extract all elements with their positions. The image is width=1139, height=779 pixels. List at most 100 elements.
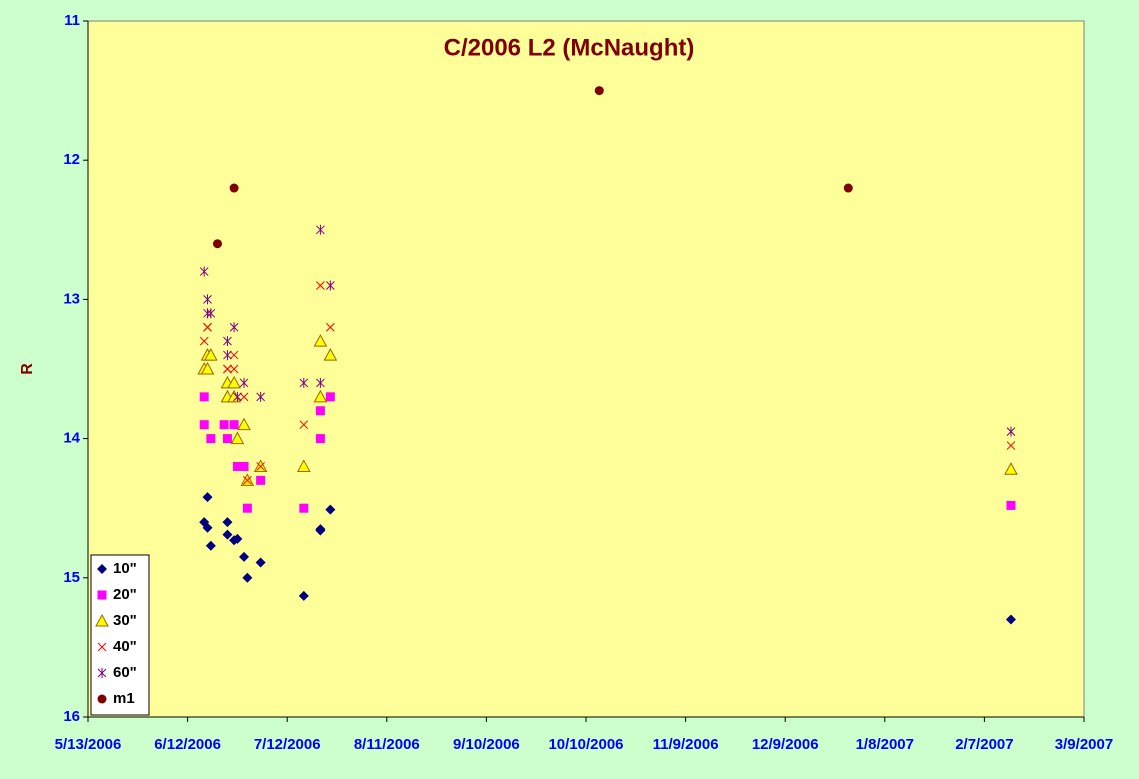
marker [243, 476, 252, 485]
y-tick-label: 13 [63, 290, 80, 307]
marker [325, 392, 335, 402]
marker [199, 266, 209, 277]
marker [219, 420, 229, 430]
marker [200, 361, 215, 375]
marker [326, 322, 335, 332]
legend-box [90, 554, 150, 716]
marker [843, 183, 853, 193]
legend-marker [97, 564, 107, 574]
marker [223, 336, 232, 347]
x-tick-label: 5/13/2006 [55, 736, 122, 753]
legend-marker [97, 694, 107, 704]
marker [229, 322, 239, 333]
legend-marker [97, 590, 107, 600]
marker [326, 280, 335, 291]
legend-marker [97, 642, 107, 652]
marker [237, 417, 251, 431]
marker [316, 224, 325, 235]
marker [229, 364, 239, 374]
x-tick-label: 11/9/2006 [653, 736, 719, 753]
marker [298, 590, 309, 601]
marker [229, 350, 239, 360]
marker [205, 540, 216, 551]
legend-label: 20" [113, 586, 137, 603]
x-tick-label: 10/10/2006 [548, 736, 623, 753]
legend-marker [95, 613, 109, 627]
plot-area [87, 20, 1085, 718]
marker [313, 389, 328, 403]
marker [239, 377, 249, 388]
marker [316, 281, 325, 290]
y-tick-label: 11 [64, 12, 80, 29]
marker [222, 434, 232, 444]
marker [1004, 462, 1018, 475]
marker [315, 406, 325, 416]
marker [206, 434, 216, 444]
marker [230, 431, 245, 445]
x-tick-label: 3/9/2007 [1055, 736, 1113, 753]
marker [232, 533, 243, 544]
legend-label: m1 [113, 690, 135, 707]
marker [256, 475, 266, 485]
marker [255, 557, 266, 568]
x-tick-label: 2/7/2007 [955, 736, 1013, 753]
marker [203, 294, 212, 305]
y-tick-label: 16 [63, 708, 80, 725]
marker [315, 434, 325, 444]
marker [1006, 426, 1016, 437]
x-tick-label: 9/10/2006 [453, 736, 520, 753]
y-tick-label: 15 [63, 569, 80, 586]
marker [1006, 441, 1016, 450]
legend-label: 60" [113, 664, 137, 681]
marker [242, 572, 253, 583]
marker [233, 391, 242, 402]
marker [227, 375, 241, 389]
y-axis-label: R [19, 363, 36, 375]
marker [313, 334, 328, 347]
marker [299, 420, 309, 430]
x-tick-label: 12/9/2006 [752, 736, 819, 753]
x-tick-label: 8/11/2006 [354, 736, 420, 753]
chart-title: C/2006 L2 (McNaught) [444, 34, 695, 61]
marker [206, 308, 216, 319]
x-tick-label: 1/8/2007 [856, 736, 914, 753]
legend-marker [97, 668, 107, 678]
legend-label: 30" [113, 612, 137, 629]
marker [223, 350, 232, 361]
marker [256, 391, 265, 402]
marker [229, 183, 239, 193]
marker [232, 461, 242, 471]
marker [315, 524, 326, 535]
marker [325, 504, 336, 515]
marker [202, 492, 213, 503]
marker [239, 392, 249, 402]
marker [296, 459, 311, 472]
marker [223, 364, 232, 374]
marker [203, 322, 212, 332]
marker [594, 86, 604, 96]
y-tick-label: 14 [63, 430, 80, 447]
marker [203, 348, 218, 361]
marker [199, 420, 209, 430]
marker [299, 377, 309, 388]
marker [239, 461, 249, 471]
marker [222, 517, 233, 528]
marker [242, 503, 252, 513]
marker [323, 348, 338, 361]
legend-label: 10" [113, 560, 137, 577]
marker [1006, 500, 1016, 510]
x-tick-label: 7/12/2006 [254, 736, 321, 753]
marker [229, 420, 239, 430]
marker [316, 377, 325, 388]
marker [299, 503, 309, 513]
marker [239, 551, 250, 562]
marker [1005, 614, 1016, 625]
x-tick-label: 6/12/2006 [154, 736, 221, 753]
marker [222, 529, 233, 540]
marker [256, 462, 265, 471]
marker [212, 239, 222, 249]
marker [202, 522, 213, 533]
y-tick-label: 12 [63, 151, 80, 168]
marker [199, 392, 209, 402]
